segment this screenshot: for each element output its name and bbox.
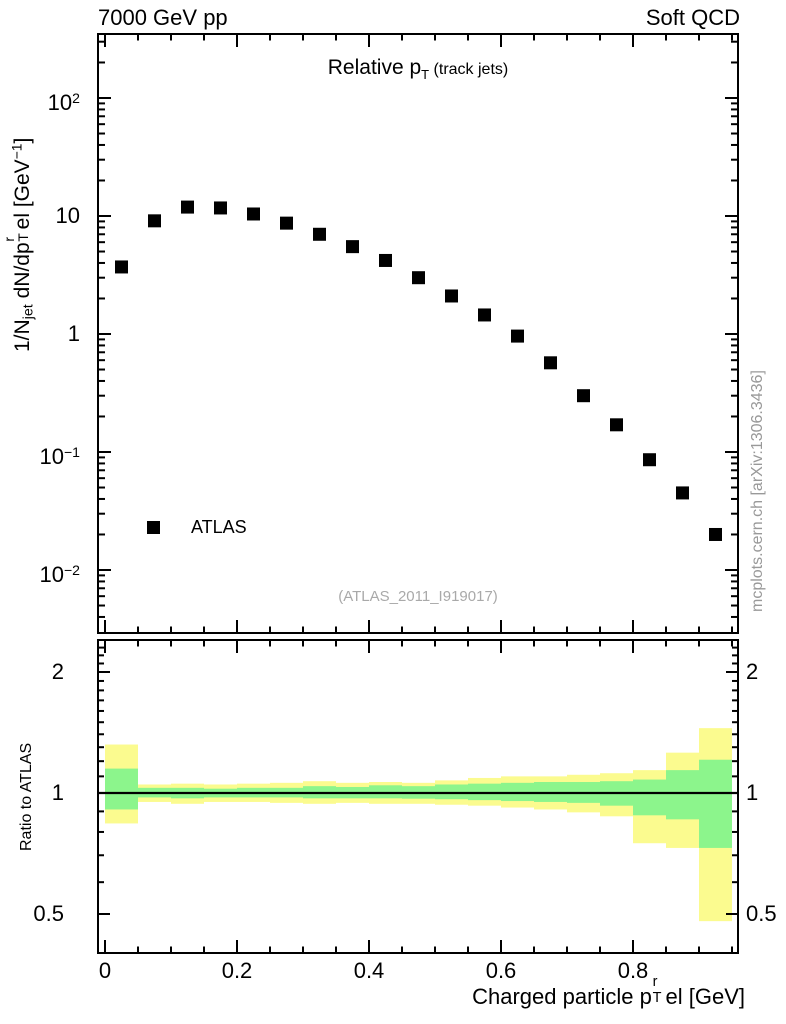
- data-point: [313, 227, 326, 241]
- mcplots-attribution: mcplots.cern.ch [arXiv:1306.3436]: [749, 370, 766, 612]
- data-series-atlas: [115, 200, 722, 541]
- y-title-exponent: −1: [8, 143, 25, 160]
- data-point: [445, 289, 458, 303]
- x-tick-label: 0.4: [353, 958, 385, 983]
- y-title-part: el [GeV: [11, 159, 34, 230]
- y-title-sub: jet: [20, 304, 37, 320]
- y-tick-label: 10−1: [39, 444, 80, 470]
- x-tick-label: 0.6: [485, 958, 517, 983]
- y-tick-label: 1: [67, 321, 80, 346]
- ratio-uncertainty-bands: [105, 728, 732, 922]
- data-point: [577, 389, 590, 403]
- band-inner-bin: [435, 784, 468, 800]
- ratio-tick-label-left: 0.5: [33, 901, 64, 926]
- y-title-part: 1/N: [11, 319, 34, 352]
- data-point: [412, 271, 425, 285]
- ratio-y-axis-title: Ratio to ATLAS: [18, 742, 35, 851]
- ratio-tick-label-left: 2: [51, 659, 64, 684]
- legend-atlas-label: ATLAS: [191, 517, 247, 537]
- data-point: [346, 240, 359, 254]
- x-title-part: el [GeV]: [665, 984, 745, 1009]
- ratio-tick-label-right: 2: [746, 659, 759, 684]
- data-point: [181, 200, 194, 214]
- y-axis-title: 1/Njet dN/dp r T el [GeV−1]: [0, 137, 37, 352]
- plot-title-subscript: T: [421, 67, 430, 83]
- data-point: [676, 486, 689, 500]
- data-point: [643, 453, 656, 467]
- data-point: [511, 329, 524, 343]
- y-tick-label: 102: [47, 90, 80, 116]
- y-title-part: ]: [11, 137, 34, 144]
- process-group-label: Soft QCD: [645, 5, 740, 30]
- data-point: [247, 207, 260, 221]
- analysis-id-watermark: (ATLAS_2011_I919017): [338, 588, 498, 605]
- ratio-panel-frame: [97, 639, 739, 954]
- ratio-tick-label-left: 1: [51, 780, 64, 805]
- band-inner-bin: [633, 779, 666, 816]
- x-title-part: Charged particle p: [472, 984, 652, 1009]
- beam-energy-label: 7000 GeV pp: [98, 5, 228, 30]
- axis-ticks: [98, 34, 738, 953]
- data-point: [148, 214, 161, 228]
- band-inner-bin: [105, 768, 138, 810]
- y-tick-label: 10: [55, 203, 80, 228]
- data-point: [544, 356, 557, 370]
- data-point: [478, 308, 491, 322]
- ratio-tick-label-right: 0.5: [746, 901, 777, 926]
- band-inner-bin: [369, 785, 402, 799]
- plot-title-qualifier: (track jets): [429, 61, 509, 78]
- data-point: [115, 260, 128, 274]
- band-inner-bin: [468, 783, 501, 801]
- data-point: [280, 216, 293, 230]
- y-title-part: dN/dp: [11, 242, 34, 305]
- x-tick-label: 0.2: [221, 958, 253, 983]
- data-point: [610, 418, 623, 432]
- band-inner-bin: [666, 770, 699, 820]
- main-panel-frame: [97, 33, 739, 634]
- band-inner-bin: [699, 759, 732, 848]
- x-tick-label: 0: [98, 958, 112, 983]
- ratio-tick-label-right: 1: [746, 780, 759, 805]
- legend-marker-square: [147, 521, 160, 534]
- y-tick-label: 10−2: [39, 562, 80, 588]
- data-point: [214, 201, 227, 215]
- data-point: [709, 527, 722, 541]
- data-point: [379, 253, 392, 267]
- plot-title-text: Relative p: [327, 56, 422, 79]
- plot-title: Relative pT (track jets): [98, 56, 738, 82]
- x-tick-label: 0.8: [617, 958, 649, 983]
